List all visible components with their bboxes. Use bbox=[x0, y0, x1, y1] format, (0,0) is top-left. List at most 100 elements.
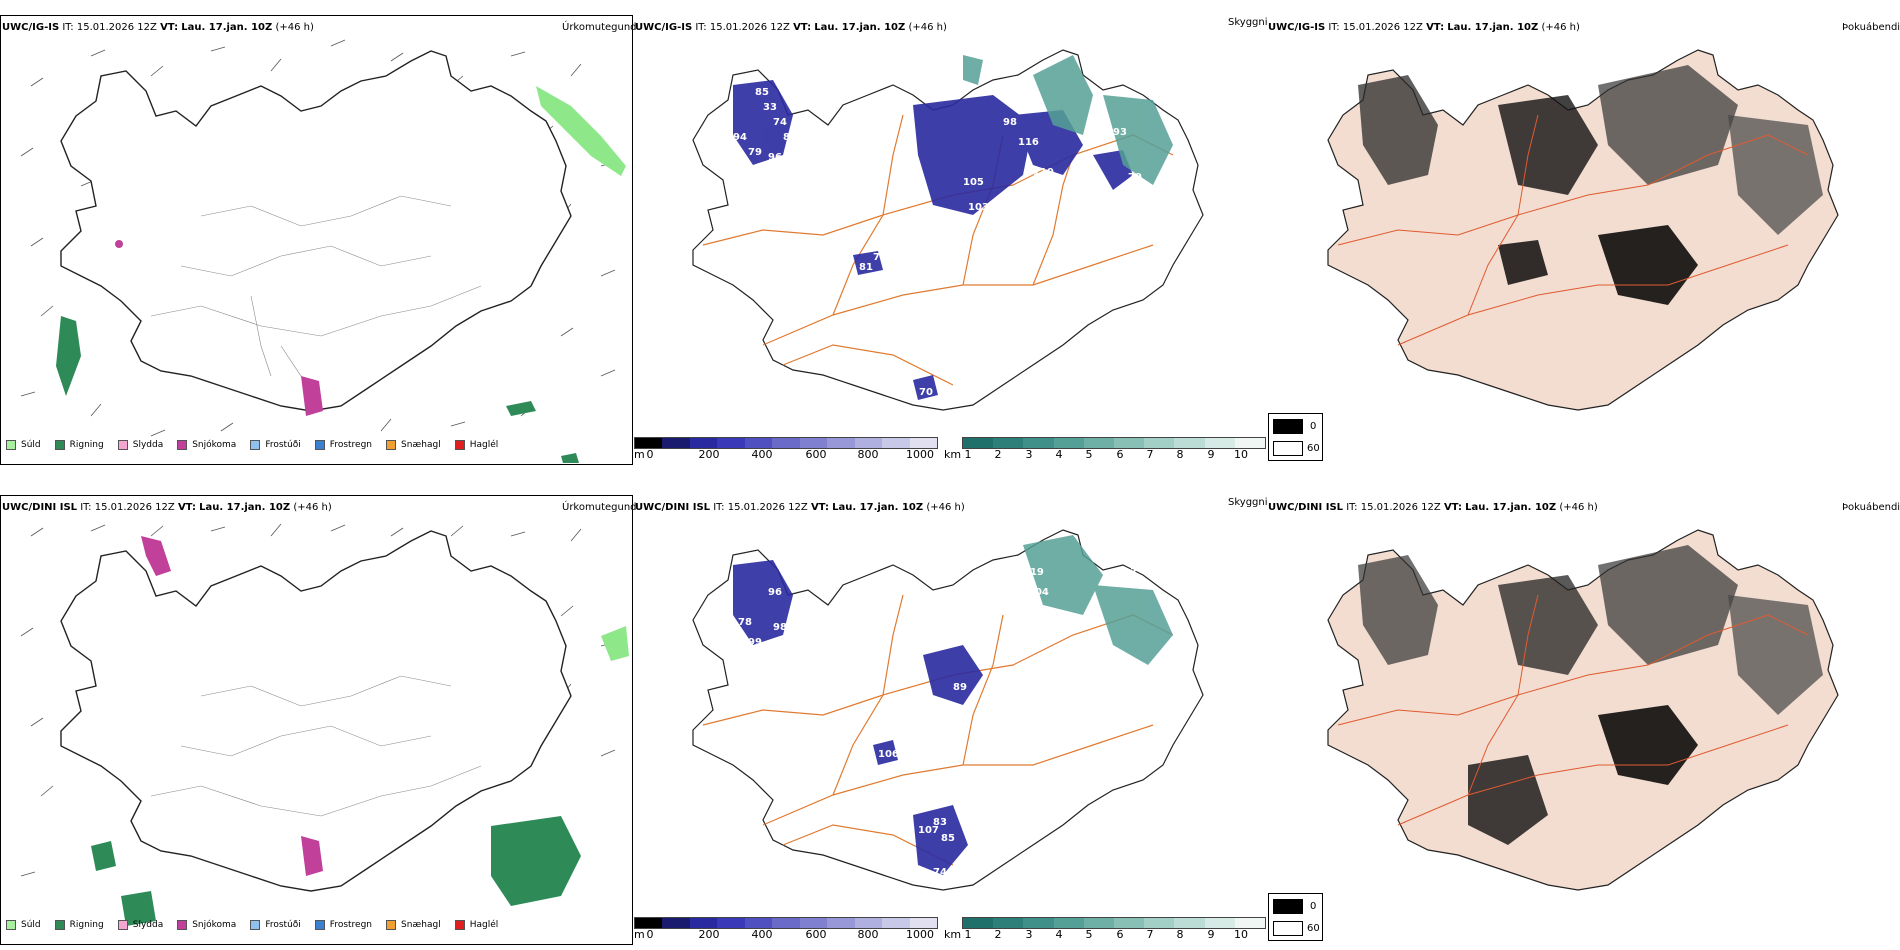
fog-swatch-60 bbox=[1273, 921, 1303, 936]
height-label: 96 bbox=[768, 587, 782, 598]
visibility-tick: 2 bbox=[994, 448, 1002, 461]
legend-item: Rigning bbox=[54, 920, 104, 930]
row-2-title-right: UWC/DINI ISL IT: 15.01.2026 12Z VT: Lau.… bbox=[1268, 502, 1598, 513]
legend-item: Snjókoma bbox=[177, 440, 236, 450]
visibility-tick: 3 bbox=[1025, 928, 1033, 941]
height-label: 104 bbox=[1028, 587, 1049, 598]
height-label: 99 bbox=[748, 637, 762, 648]
elevation-tick: 0 bbox=[646, 928, 654, 941]
height-label: 99 bbox=[951, 222, 965, 233]
height-label: 97 bbox=[1063, 192, 1077, 203]
visibility-patches bbox=[963, 55, 1173, 185]
visibility-colorbar bbox=[962, 437, 1266, 449]
visibility-label: Skyggni bbox=[1228, 497, 1268, 508]
legend-item: Snæhagl bbox=[386, 920, 441, 930]
fog-legend: 0 60 bbox=[1268, 893, 1323, 941]
height-label: 81 bbox=[859, 262, 873, 273]
height-label: 85 bbox=[941, 833, 955, 844]
elevation-tick: 200 bbox=[698, 448, 720, 461]
swatch-hail bbox=[454, 440, 465, 450]
precip-type-map bbox=[20, 39, 626, 463]
height-label: 105 bbox=[963, 177, 984, 188]
elevation-tick: 600 bbox=[805, 928, 827, 941]
visibility-tick: 7 bbox=[1146, 448, 1154, 461]
height-label: 85 bbox=[755, 87, 769, 98]
swatch-graupel bbox=[386, 440, 397, 450]
fog-label-60: 60 bbox=[1307, 443, 1320, 454]
height-label: 79 bbox=[1128, 172, 1142, 183]
visibility-tick: 7 bbox=[1146, 928, 1154, 941]
legend-item: Slydda bbox=[117, 920, 163, 930]
visibility-tick: 3 bbox=[1025, 448, 1033, 461]
height-label: 98 bbox=[773, 622, 787, 633]
legend-item: Súld bbox=[6, 920, 41, 930]
visibility-label: Skyggni bbox=[1228, 17, 1268, 28]
height-label: 74 bbox=[773, 117, 787, 128]
fog-index-panel bbox=[1268, 15, 1900, 465]
visibility-tick: 10 bbox=[1234, 448, 1248, 461]
precip-legend: Súld Rigning Slydda Snjókoma Frostúði Fr… bbox=[6, 440, 512, 450]
height-labels: 85 33 74 84 94 79 96 99 98 116 110 105 1… bbox=[733, 87, 1169, 398]
row-1: 85 33 74 84 94 79 96 99 98 116 110 105 1… bbox=[0, 0, 1900, 470]
visibility-tick: 6 bbox=[1116, 928, 1124, 941]
fog-swatch-60 bbox=[1273, 441, 1303, 456]
precip-type-panel bbox=[0, 495, 633, 945]
fog-legend: 0 60 bbox=[1268, 413, 1323, 461]
elevation-unit: m bbox=[634, 448, 645, 461]
height-label: 107 bbox=[918, 825, 939, 836]
legend-item: Snjókoma bbox=[177, 920, 236, 930]
visibility-tick: 4 bbox=[1055, 928, 1063, 941]
swatch-freezing-drizzle bbox=[250, 920, 261, 930]
swatch-freezing-drizzle bbox=[250, 440, 261, 450]
legend-item: Frostúði bbox=[250, 440, 301, 450]
inner-contours bbox=[150, 195, 482, 397]
legend-item: Haglél bbox=[454, 920, 498, 930]
iceland-outline bbox=[60, 50, 572, 412]
height-label: 99 bbox=[778, 172, 792, 183]
height-label: 89 bbox=[953, 682, 967, 693]
elevation-colorbar bbox=[634, 437, 938, 449]
visibility-unit: km bbox=[944, 448, 962, 461]
height-label: 96 bbox=[768, 152, 782, 163]
row-1-title-left: UWC/IG-IS IT: 15.01.2026 12Z VT: Lau. 17… bbox=[2, 22, 314, 33]
precip-patches bbox=[56, 86, 626, 463]
height-label: 74 bbox=[933, 867, 947, 878]
legend-item: Frostregn bbox=[314, 440, 372, 450]
elevation-tick: 800 bbox=[857, 448, 879, 461]
legend-item: Frostregn bbox=[314, 920, 372, 930]
height-label: 119 bbox=[1023, 567, 1044, 578]
elevation-visibility-map: 96 78 99 98 119 104 93 89 83 107 85 74 1… bbox=[692, 529, 1204, 891]
fog-index-map bbox=[1327, 529, 1839, 891]
precip-type-label: Úrkomutegund bbox=[562, 22, 637, 33]
visibility-tick: 1 bbox=[964, 448, 972, 461]
height-label: 78 bbox=[738, 617, 752, 628]
height-label: 106 bbox=[878, 749, 899, 760]
legend-item: Frostúði bbox=[250, 920, 301, 930]
fog-roads bbox=[1337, 114, 1809, 346]
height-label: 84 bbox=[783, 132, 797, 143]
elevation-visibility-map: 85 33 74 84 94 79 96 99 98 116 110 105 1… bbox=[692, 49, 1204, 411]
elevation-tick: 0 bbox=[646, 448, 654, 461]
height-label: 93 bbox=[1113, 127, 1127, 138]
swatch-drizzle bbox=[6, 440, 16, 450]
visibility-tick: 4 bbox=[1055, 448, 1063, 461]
visibility-tick: 9 bbox=[1207, 928, 1215, 941]
legend-item: Rigning bbox=[54, 440, 104, 450]
visibility-tick: 5 bbox=[1085, 928, 1093, 941]
swatch-snow bbox=[177, 440, 188, 450]
visibility-tick: 6 bbox=[1116, 448, 1124, 461]
elevation-visibility-panel: 85 33 74 84 94 79 96 99 98 116 110 105 1… bbox=[633, 15, 1268, 465]
elevation-unit: m bbox=[634, 928, 645, 941]
fog-swatch-0 bbox=[1273, 419, 1303, 434]
height-label: 93 bbox=[1123, 567, 1137, 578]
row-2-title-mid: UWC/DINI ISL IT: 15.01.2026 12Z VT: Lau.… bbox=[635, 502, 965, 513]
elevation-tick: 400 bbox=[751, 928, 773, 941]
height-label: 103 bbox=[1148, 185, 1169, 196]
elevation-tick: 800 bbox=[857, 928, 879, 941]
row-2: 96 78 99 98 119 104 93 89 83 107 85 74 1… bbox=[0, 480, 1900, 950]
precip-type-panel bbox=[0, 15, 633, 465]
swatch-hail bbox=[454, 920, 465, 930]
legend-item: Snæhagl bbox=[386, 440, 441, 450]
row-1-title-mid: UWC/IG-IS IT: 15.01.2026 12Z VT: Lau. 17… bbox=[635, 22, 947, 33]
row-1-title-right: UWC/IG-IS IT: 15.01.2026 12Z VT: Lau. 17… bbox=[1268, 22, 1580, 33]
